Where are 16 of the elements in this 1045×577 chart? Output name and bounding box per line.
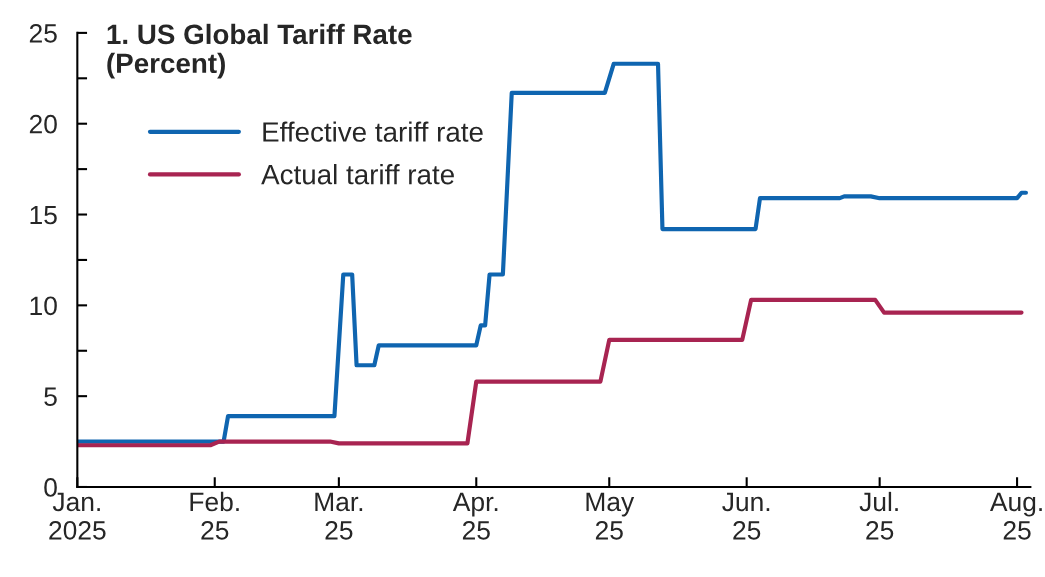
- y-tick-label: 25: [29, 24, 57, 43]
- y-tick-label: 15: [30, 205, 57, 225]
- legend-label: Actual tariff rate: [261, 164, 454, 185]
- line-series: [77, 297, 1024, 448]
- x-tick-label: Jul. 25: [859, 491, 898, 540]
- chart-title: 1. US Global Tariff Rate (Percent): [107, 23, 412, 79]
- x-tick-label: Feb. 25: [190, 491, 239, 540]
- y-tick-label: 5: [44, 387, 57, 406]
- y-tick-label: 10: [30, 296, 57, 316]
- legend-label: Effective tariff rate: [263, 121, 483, 142]
- x-tick-label: Apr. 25: [452, 492, 498, 540]
- x-tick-label: Jun. 25: [722, 492, 770, 540]
- x-tick-label: Aug. 25: [989, 492, 1042, 540]
- y-tick-label: 20: [29, 114, 57, 134]
- x-tick-label: Mar. 25: [315, 492, 363, 540]
- x-tick-label: May 25: [586, 492, 635, 540]
